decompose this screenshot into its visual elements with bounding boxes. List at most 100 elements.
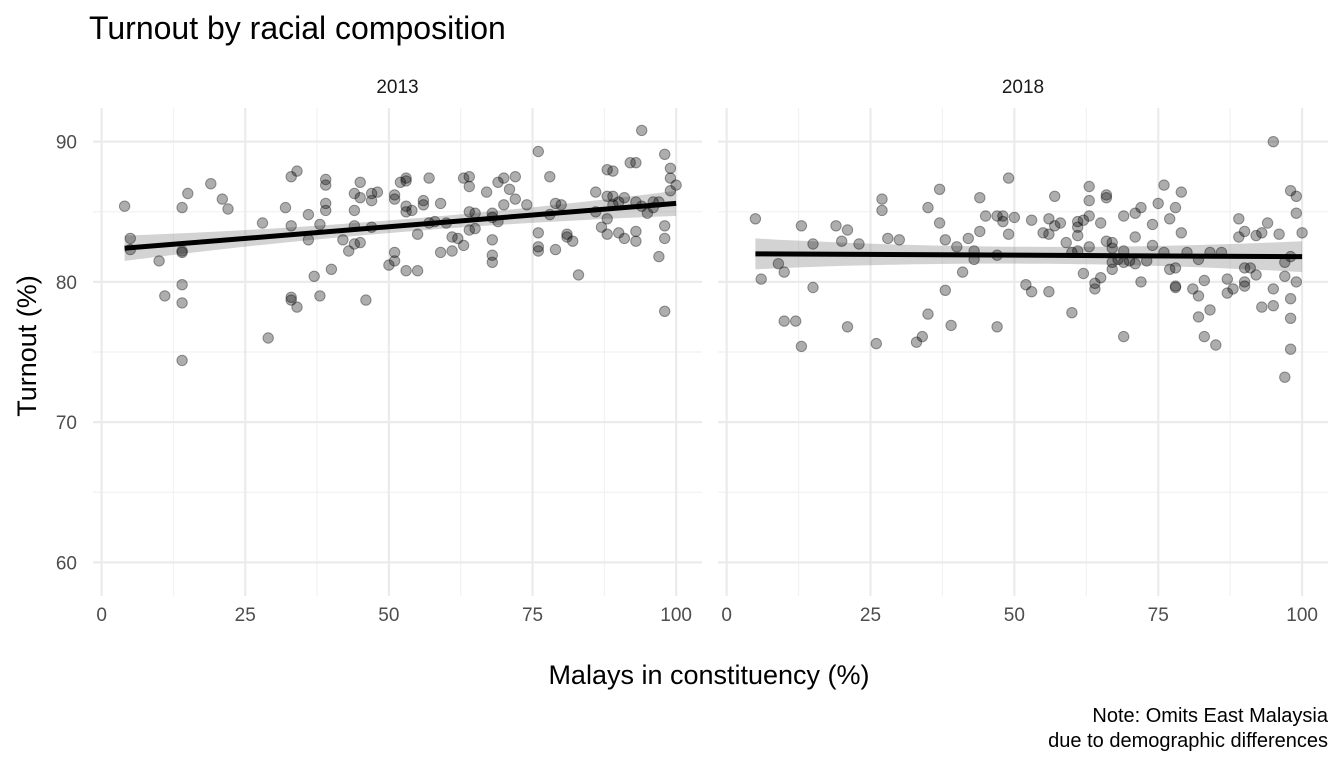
data-point <box>1077 267 1090 280</box>
data-point <box>618 192 631 204</box>
data-point <box>406 204 418 217</box>
data-point <box>1072 229 1084 242</box>
data-point <box>503 183 516 196</box>
data-point <box>1244 262 1257 274</box>
data-point <box>1066 307 1078 319</box>
data-point <box>222 203 234 215</box>
data-point <box>1198 274 1211 287</box>
data-point <box>354 176 366 189</box>
data-point <box>1089 277 1101 289</box>
data-point <box>1043 213 1055 225</box>
chart-title: Turnout by racial composition <box>89 10 506 46</box>
data-point <box>1129 207 1141 219</box>
data-point <box>1296 227 1308 239</box>
data-point <box>1072 221 1084 233</box>
data-point <box>561 231 573 243</box>
panel-2018: 2018 0 25 50 75 100 <box>718 77 1328 626</box>
data-point <box>1284 293 1297 305</box>
data-point <box>590 186 602 198</box>
data-point <box>498 172 510 184</box>
regression-line <box>755 251 1303 260</box>
data-point <box>360 294 372 306</box>
data-point <box>452 232 464 245</box>
data-point <box>423 172 435 184</box>
data-point <box>1146 239 1159 252</box>
data-point <box>1238 225 1251 238</box>
y-tick-labels: 60 70 80 90 <box>56 133 77 575</box>
data-point <box>348 187 361 200</box>
data-point <box>1284 343 1297 355</box>
data-point <box>176 354 188 367</box>
data-point <box>159 290 171 302</box>
fit-line <box>124 200 677 251</box>
data-point <box>795 340 808 353</box>
data-point <box>509 193 521 205</box>
data-point <box>1135 276 1147 288</box>
y-tick-label: 80 <box>56 273 77 294</box>
fit-line <box>755 251 1303 260</box>
data-point <box>1037 227 1049 239</box>
data-point <box>1129 258 1141 270</box>
data-point <box>916 330 928 343</box>
data-point <box>434 197 447 210</box>
data-point <box>601 164 613 176</box>
data-point <box>446 245 458 257</box>
data-point <box>486 234 498 246</box>
data-point <box>262 332 274 344</box>
data-point <box>1233 213 1245 225</box>
data-point <box>1095 217 1107 229</box>
data-point <box>314 290 326 302</box>
data-point <box>118 200 131 212</box>
caption-line-2: due to demographic differences <box>1048 730 1328 752</box>
data-point <box>595 221 608 233</box>
data-point <box>348 204 361 217</box>
data-point <box>624 157 636 169</box>
caption-line-1: Note: Omits East Malaysia <box>1092 705 1329 727</box>
data-point <box>630 235 642 247</box>
x-tick-label: 0 <box>721 605 732 626</box>
data-point <box>176 297 188 309</box>
data-point <box>933 217 946 229</box>
data-point <box>285 171 297 183</box>
data-point <box>755 273 767 285</box>
data-point <box>320 173 332 186</box>
data-point <box>1049 220 1061 232</box>
data-point <box>1204 304 1216 316</box>
data-point <box>1054 217 1067 229</box>
data-point <box>285 294 297 306</box>
x-tick-label: 50 <box>1004 605 1025 626</box>
panel-2013: 2013 0 25 50 75 100 <box>93 77 702 626</box>
x-tick-label: 50 <box>378 605 399 626</box>
data-point <box>1256 301 1268 313</box>
data-point <box>549 243 562 256</box>
data-point <box>176 279 188 291</box>
data-point <box>394 176 407 189</box>
data-point <box>807 281 819 294</box>
data-point <box>841 224 854 236</box>
data-point <box>607 165 619 177</box>
data-point <box>1083 210 1095 222</box>
data-point <box>521 199 533 211</box>
data-point <box>1060 236 1072 249</box>
data-point <box>291 165 303 177</box>
data-point <box>1083 194 1095 207</box>
data-point <box>1267 300 1280 312</box>
data-point <box>1192 290 1205 302</box>
data-point <box>1020 279 1032 291</box>
data-point <box>124 232 137 245</box>
data-point <box>1256 227 1268 239</box>
data-point <box>1284 185 1297 197</box>
data-point <box>388 193 401 205</box>
data-point <box>1284 312 1297 324</box>
data-point <box>922 201 934 214</box>
data-point <box>997 210 1009 222</box>
data-point <box>1238 262 1251 274</box>
data-point <box>601 213 613 225</box>
data-point <box>876 193 888 205</box>
data-point <box>1129 231 1141 243</box>
gridlines <box>93 108 702 596</box>
data-point <box>354 236 366 249</box>
data-point <box>749 213 762 225</box>
data-point <box>664 185 677 197</box>
x-tick-label: 100 <box>1286 605 1318 626</box>
